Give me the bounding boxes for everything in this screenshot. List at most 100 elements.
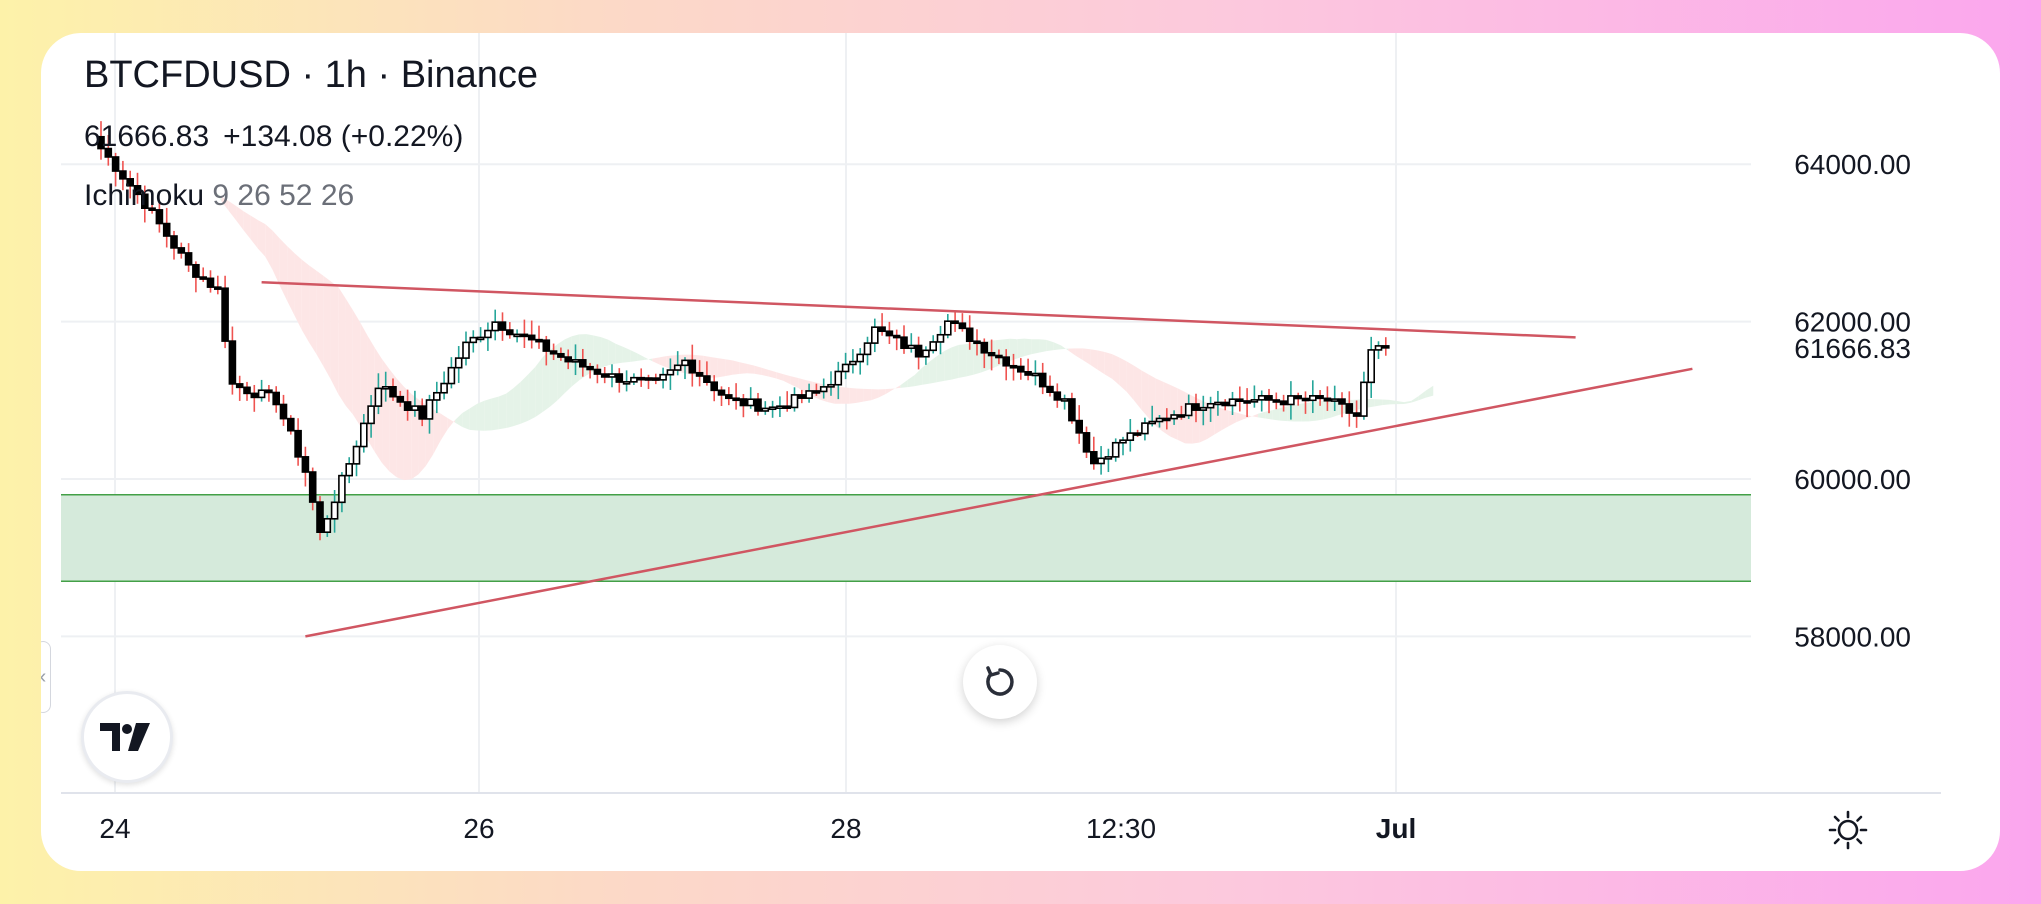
candle-body [586, 365, 594, 371]
candle-body [243, 386, 251, 395]
candle-body [1367, 349, 1375, 384]
ichimoku-cloud-segment [593, 335, 602, 372]
candle-body [1221, 401, 1229, 407]
candle-body [651, 377, 660, 381]
candle-body [1090, 451, 1098, 465]
ichimoku-cloud-segment [1279, 406, 1288, 422]
ichimoku-cloud-segment [396, 378, 404, 481]
ichimoku-cloud-segment [1068, 348, 1076, 356]
ichimoku-cloud-segment [316, 270, 324, 367]
candle-body [338, 474, 346, 504]
ichimoku-cloud-segment [491, 396, 499, 431]
candle-body [834, 370, 843, 386]
ichimoku-cloud-segment [717, 358, 726, 378]
tradingview-logo-icon[interactable] [81, 691, 173, 783]
ichimoku-cloud-segment [1112, 354, 1120, 386]
ichimoku-cloud-segment [754, 365, 762, 375]
candle-body [615, 373, 624, 383]
candle-body [1148, 420, 1156, 425]
x-tick-label: 12:30 [1086, 813, 1156, 844]
indicator-legend[interactable]: Ichimoku 9 26 52 26 [84, 179, 354, 213]
candle-body [432, 391, 441, 401]
y-tick-label: 62000.00 [1794, 307, 1911, 338]
candle-body [1323, 397, 1332, 402]
ichimoku-cloud-segment [893, 385, 901, 390]
ichimoku-cloud-segment [469, 403, 477, 431]
ichimoku-cloud-segment [856, 388, 864, 403]
ichimoku-cloud-segment [951, 344, 959, 380]
candle-body [1177, 414, 1186, 418]
ichimoku-cloud-segment [330, 281, 339, 394]
chart-settings-button[interactable] [1826, 808, 1870, 852]
candle-body [214, 286, 222, 290]
candle-body [542, 339, 551, 352]
ichimoku-cloud-segment [710, 356, 718, 378]
ichimoku-cloud-segment [914, 367, 923, 387]
ichimoku-cloud-segment [440, 413, 448, 441]
candle-body [819, 386, 828, 393]
candle-body [980, 341, 989, 354]
chart-card: 64000.00 62000.00 60000.00 58000.00 61666.83… [41, 33, 2000, 871]
ichimoku-cloud-segment [761, 367, 769, 377]
candle-body [1068, 398, 1076, 422]
candle-body [1309, 395, 1317, 402]
ichimoku-cloud-segment [484, 398, 492, 431]
candle-body [732, 397, 740, 402]
candle-body [162, 222, 171, 237]
ichimoku-cloud-segment [1119, 357, 1127, 392]
ichimoku-cloud-segment [1418, 390, 1426, 401]
candle-body [374, 387, 383, 407]
ichimoku-cloud-segment [1104, 352, 1113, 379]
ichimoku-cloud-segment [1404, 400, 1412, 404]
candle-body [1184, 403, 1193, 417]
ichimoku-cloud-segment [257, 220, 266, 257]
candle-body [622, 381, 631, 385]
collapse-panel-button[interactable]: ‹ [41, 641, 51, 713]
candle-body [1104, 456, 1113, 460]
ichimoku-cloud-segment [1148, 374, 1156, 427]
candle-body [812, 390, 821, 394]
chart-canvas[interactable]: 64000.00 62000.00 60000.00 58000.00 61666.83… [41, 33, 2000, 871]
candle-body [133, 185, 142, 196]
ichimoku-cloud-segment [601, 337, 609, 368]
y-tick-label: 64000.00 [1794, 149, 1911, 180]
ichimoku-cloud-segment [338, 287, 346, 406]
ichimoku-cloud-segment [878, 389, 886, 398]
candle-body [294, 429, 302, 458]
ichimoku-cloud-segment [900, 379, 908, 388]
candle-body [440, 382, 448, 394]
ichimoku-cloud-segment [513, 381, 521, 427]
ichimoku-cloud-segment [1009, 338, 1018, 361]
candle-body [1360, 381, 1368, 417]
x-tick-label: 28 [830, 813, 861, 844]
ichimoku-cloud-segment [1082, 348, 1091, 365]
candle-body [1279, 400, 1288, 406]
candle-body [1206, 402, 1215, 409]
ichimoku-cloud-segment [250, 215, 258, 249]
candle-body [1214, 401, 1222, 406]
candle-body [1236, 398, 1244, 402]
ichimoku-cloud-segment [659, 356, 667, 368]
support-zone [61, 494, 1751, 582]
candle-body [484, 329, 492, 339]
candle-body [666, 369, 675, 376]
candle-body [1155, 417, 1164, 423]
candle-body [863, 342, 872, 356]
ichimoku-cloud-segment [163, 158, 171, 164]
ichimoku-cloud-segment [907, 374, 915, 388]
x-tick-label: Jul [1376, 813, 1416, 844]
ichimoku-cloud-segment [411, 393, 419, 480]
ichimoku-cloud-segment [1236, 412, 1244, 423]
ichimoku-cloud-segment [1017, 338, 1025, 359]
ichimoku-cloud-segment [841, 387, 850, 404]
ichimoku-cloud-segment [1090, 349, 1098, 370]
ichimoku-cloud-segment [228, 201, 237, 221]
ichimoku-cloud-segment [652, 357, 660, 365]
reset-chart-button[interactable] [963, 645, 1037, 719]
candle-body [754, 398, 762, 412]
candle-body [155, 209, 164, 225]
ichimoku-cloud-segment [549, 344, 558, 407]
candle-body [257, 389, 266, 399]
candle-body [827, 383, 835, 388]
ichimoku-cloud-segment [1126, 361, 1134, 401]
